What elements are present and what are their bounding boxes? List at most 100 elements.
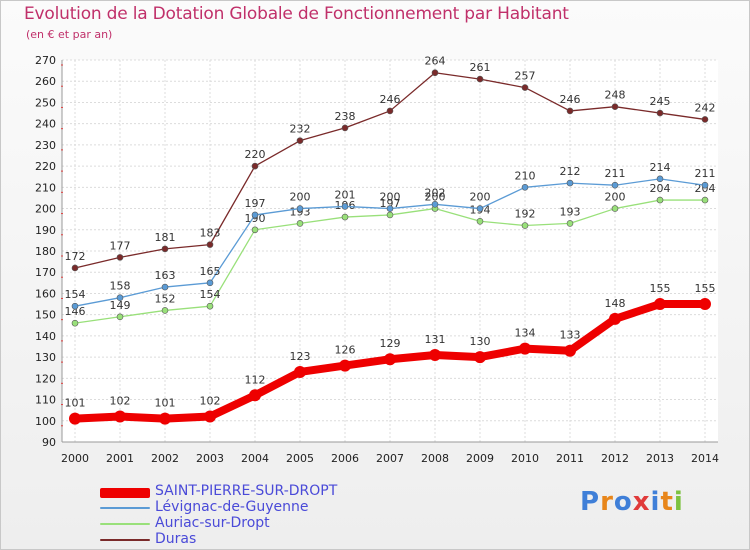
data-point xyxy=(474,351,486,364)
data-label: 257 xyxy=(515,70,536,83)
logo-letter: x xyxy=(632,487,651,517)
data-label: 163 xyxy=(155,269,176,282)
x-tick-label: 2008 xyxy=(421,452,449,465)
logo-letter: r xyxy=(600,487,614,517)
data-point xyxy=(296,205,304,212)
y-tick-label: 250 xyxy=(35,96,56,109)
y-tick-label: 130 xyxy=(35,351,56,364)
data-label: 102 xyxy=(200,395,221,408)
x-tick-label: 2012 xyxy=(601,452,629,465)
data-label: 192 xyxy=(515,208,536,221)
data-point xyxy=(386,205,394,212)
data-point xyxy=(71,264,79,272)
data-point xyxy=(476,217,484,225)
data-point xyxy=(431,201,439,208)
data-label: 183 xyxy=(200,227,221,240)
data-point xyxy=(206,279,214,287)
y-tick-label: 170 xyxy=(35,266,56,279)
data-point xyxy=(386,211,394,219)
data-point xyxy=(116,254,124,261)
data-point xyxy=(206,241,214,248)
x-tick-label: 2002 xyxy=(151,452,179,465)
data-label: 165 xyxy=(200,265,221,278)
x-tick-label: 2003 xyxy=(196,452,224,465)
data-point xyxy=(701,116,709,123)
data-point xyxy=(206,302,214,310)
data-point xyxy=(161,307,169,314)
data-label: 177 xyxy=(110,239,131,252)
data-label: 246 xyxy=(380,93,401,106)
data-label: 245 xyxy=(650,95,671,108)
data-point xyxy=(339,359,351,372)
logo-letter: o xyxy=(613,487,633,517)
data-label: 155 xyxy=(650,282,671,295)
data-label: 131 xyxy=(425,333,446,346)
data-point xyxy=(564,344,576,357)
data-label: 200 xyxy=(425,191,446,204)
y-tick-label: 260 xyxy=(35,75,56,88)
y-tick-label: 220 xyxy=(35,160,56,173)
data-point xyxy=(116,313,124,321)
y-tick-label: 90 xyxy=(42,436,56,449)
data-point xyxy=(656,196,664,204)
legend-label: Duras xyxy=(155,531,197,547)
data-label: 200 xyxy=(380,191,401,204)
legend-label: Auriac-sur-Dropt xyxy=(155,515,270,531)
x-tick-label: 2013 xyxy=(646,452,674,465)
data-point xyxy=(294,365,306,378)
data-point xyxy=(476,205,484,212)
data-label: 112 xyxy=(245,373,266,386)
data-point xyxy=(251,226,259,234)
x-tick-label: 2009 xyxy=(466,452,494,465)
data-label: 146 xyxy=(65,305,86,318)
y-tick-label: 140 xyxy=(35,330,56,343)
data-label: 130 xyxy=(470,335,491,348)
x-tick-label: 2007 xyxy=(376,452,404,465)
data-label: 232 xyxy=(290,123,311,136)
data-label: 201 xyxy=(335,188,356,201)
data-point xyxy=(341,213,349,221)
data-label: 101 xyxy=(155,397,176,410)
data-label: 193 xyxy=(560,205,581,218)
y-tick-label: 190 xyxy=(35,224,56,237)
logo-letter: P xyxy=(580,487,601,517)
data-point xyxy=(566,179,574,187)
data-point xyxy=(521,184,529,191)
data-point xyxy=(656,109,664,117)
data-label: 197 xyxy=(245,197,266,210)
data-point xyxy=(611,181,619,189)
data-label: 123 xyxy=(290,350,311,363)
data-label: 154 xyxy=(65,288,86,301)
data-label: 181 xyxy=(155,231,176,244)
data-label: 204 xyxy=(695,182,716,195)
data-label: 204 xyxy=(650,182,671,195)
data-label: 149 xyxy=(110,299,131,312)
data-label: 220 xyxy=(245,148,266,161)
legend-swatch xyxy=(100,507,150,509)
data-label: 197 xyxy=(380,197,401,210)
data-point xyxy=(566,107,574,115)
data-point xyxy=(251,162,259,170)
data-label: 190 xyxy=(245,212,266,225)
data-point xyxy=(431,69,439,77)
data-point xyxy=(249,389,261,402)
data-label: 210 xyxy=(515,169,536,182)
legend-label: Lévignac-de-Guyenne xyxy=(155,499,309,515)
chart-title: Evolution de la Dotation Globale de Fonc… xyxy=(24,4,569,24)
data-point xyxy=(114,410,126,423)
data-label: 155 xyxy=(695,282,716,295)
data-label: 126 xyxy=(335,344,356,357)
x-tick-label: 2010 xyxy=(511,452,539,465)
data-label: 261 xyxy=(470,61,491,74)
data-point xyxy=(476,75,484,83)
y-tick-label: 240 xyxy=(35,118,56,131)
data-point xyxy=(611,205,619,212)
data-point xyxy=(251,211,259,219)
data-label: 148 xyxy=(605,297,626,310)
data-label: 133 xyxy=(560,329,581,342)
data-point xyxy=(116,294,124,301)
x-tick-label: 2000 xyxy=(61,452,89,465)
x-tick-label: 2004 xyxy=(241,452,269,465)
y-tick-label: 210 xyxy=(35,181,56,194)
